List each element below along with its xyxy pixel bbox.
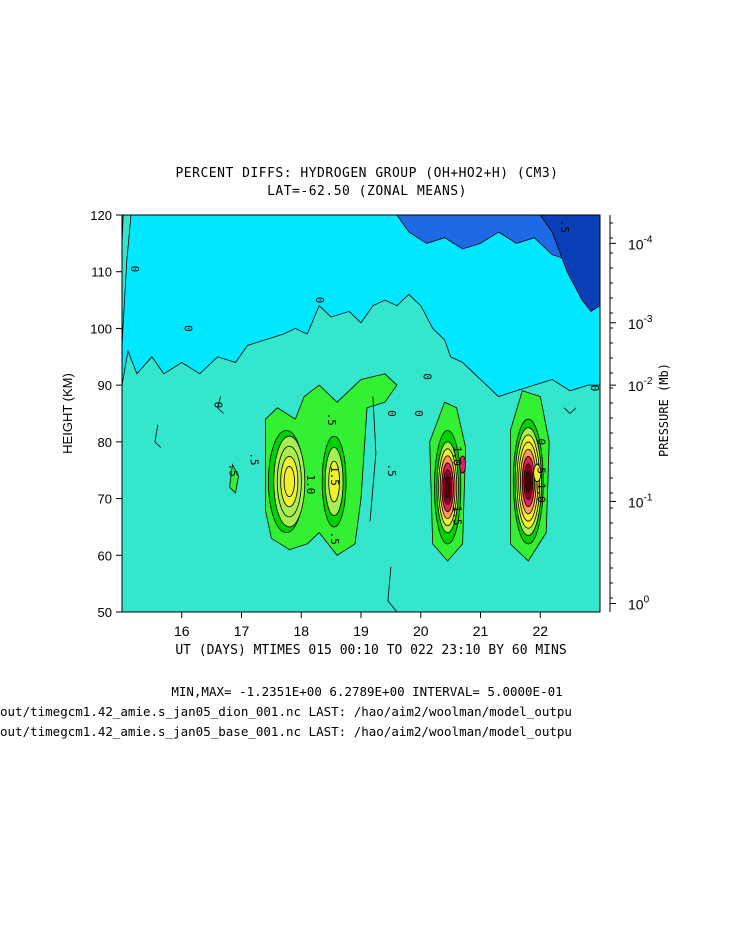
contour-label-4: .5	[226, 464, 239, 477]
y-tick-label-80: 80	[98, 435, 112, 450]
peak-spot-20-7	[459, 455, 466, 474]
x-axis-label: UT (DAYS) MTIMES 015 00:10 TO 022 23:10 …	[175, 643, 566, 658]
x-tick-label-16: 16	[174, 623, 190, 639]
contour-fills	[122, 215, 600, 612]
contour-label-21: .5	[558, 220, 571, 233]
y2-tick-exponent-0: -4	[644, 234, 653, 245]
band-light-green-17	[229, 463, 239, 494]
contour-line-2	[217, 396, 224, 414]
axes: 16 17 18 19 20 21 22 50 60 70 80 90 100 110 120 10-4 10-…	[60, 208, 671, 658]
y-tick-label-60: 60	[98, 548, 112, 563]
x-tick-label-17: 17	[234, 623, 250, 639]
contour-label-18: .5	[534, 461, 547, 474]
y2-tick-exponent-1: -3	[644, 314, 653, 325]
chart-title: PERCENT DIFFS: HYDROGEN GROUP (OH+HO2+H)…	[175, 166, 559, 181]
y2-tick-label-4: 100	[628, 594, 650, 612]
contour-label-16: 0	[534, 439, 547, 446]
contour-label-1: 0	[128, 266, 141, 273]
x-tick-label-19: 19	[353, 623, 369, 639]
contour-label-13: 0	[421, 373, 434, 380]
contour-label-15: 1.5	[451, 506, 464, 526]
y-tick-label-120: 120	[90, 208, 112, 223]
chart-subtitle: LAT=-62.50 (ZONAL MEANS)	[267, 184, 467, 199]
contour-label-20: 0	[313, 297, 326, 304]
contour-line-3	[387, 566, 398, 612]
x-tick-label-22: 22	[532, 623, 548, 639]
pressure-axis-label: PRESSURE (Mb)	[657, 363, 671, 457]
contour-labels: 0 0 0 .5 .5 1.0 .5 1.5 .5 0 .5 0 0 1.0 1.5 0 1.0 .5 0 0 .5	[128, 220, 601, 545]
x-tick-label-21: 21	[473, 623, 489, 639]
band-zero-left-edge	[122, 215, 132, 346]
peak-ring-19-2	[328, 460, 340, 503]
contour-label-12: 0	[412, 410, 425, 417]
contour-label-17: 1.0	[534, 483, 547, 503]
y-axis-label: HEIGHT (KM)	[60, 373, 75, 454]
contour-lines	[154, 396, 577, 612]
file-path-2: out/timegcm1.42_amie.s_jan05_base_001.nc…	[0, 724, 572, 739]
contour-label-9: .5	[328, 532, 341, 545]
y2-tick-label-1: 10-3	[628, 314, 653, 332]
contour-label-14: 1.0	[451, 446, 464, 466]
x-tick-label-18: 18	[293, 623, 309, 639]
contour-line-5	[563, 407, 577, 415]
contour-label-19: 0	[588, 385, 601, 392]
y2-tick-exponent-4: 0	[644, 594, 650, 605]
y2-tick-exponent-2: -2	[644, 376, 653, 387]
x-tick-label-20: 20	[413, 623, 429, 639]
contour-line-1	[154, 424, 162, 448]
y2-tick-exponent-3: -1	[644, 492, 653, 503]
peak-ring-18-4	[283, 466, 295, 498]
y2-tick-label-2: 10-2	[628, 376, 653, 394]
contour-label-8: 1.5	[328, 466, 341, 486]
y-tick-label-50: 50	[98, 605, 112, 620]
contour-label-5: .5	[247, 452, 260, 465]
y2-tick-label-0: 10-4	[628, 234, 653, 252]
contour-label-3: 0	[212, 402, 225, 409]
contour-label-11: .5	[385, 464, 398, 477]
y-tick-label-90: 90	[98, 378, 112, 393]
contour-label-7: .5	[325, 413, 338, 426]
contour-line-4	[369, 396, 377, 522]
y2-tick-label-3: 10-1	[628, 492, 653, 510]
y-tick-label-110: 110	[91, 265, 112, 280]
band-neg-deep	[539, 215, 600, 312]
file-path-1: out/timegcm1.42_amie.s_jan05_dion_001.nc…	[0, 704, 572, 719]
peak-ring-20-6	[444, 476, 451, 499]
contour-label-2: 0	[182, 325, 195, 332]
y-tick-label-70: 70	[98, 492, 112, 507]
contour-label-10: 0	[385, 410, 398, 417]
y-tick-label-100: 100	[90, 321, 112, 336]
min-max-interval: MIN,MAX= -1.2351E+00 6.2789E+00 INTERVAL…	[171, 684, 563, 699]
peak-spot-22	[533, 464, 542, 482]
peak-ring-22-7	[525, 470, 532, 493]
contour-label-6: 1.0	[304, 474, 317, 494]
